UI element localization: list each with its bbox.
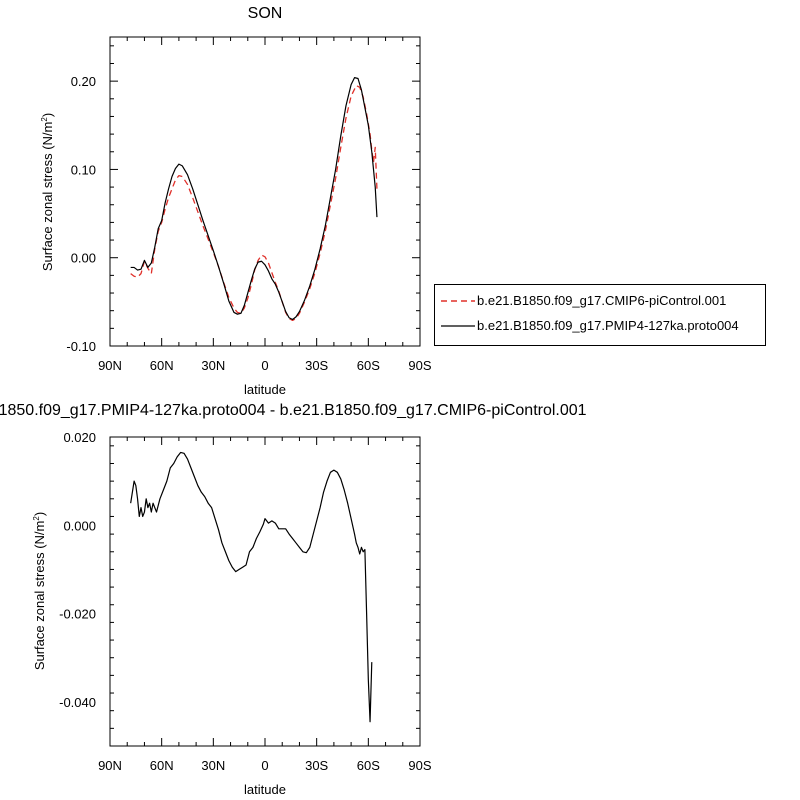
top-x-tick-label: 30S (305, 358, 328, 373)
legend-label-pmip4: b.e21.B1850.f09_g17.PMIP4-127ka.proto004 (477, 318, 739, 333)
top-x-tick-label: 90S (408, 358, 431, 373)
bottom-y-tick-label: -0.040 (59, 695, 96, 710)
bottom-chart: b.e21.B1850.f09_g17.PMIP4-127ka.proto004… (0, 402, 587, 797)
bottom-x-tick-label: 30N (201, 758, 225, 773)
legend-swatch-solid-black (441, 325, 475, 327)
bottom-chart-title: b.e21.B1850.f09_g17.PMIP4-127ka.proto004… (0, 402, 587, 419)
bottom-x-tick-label: 30S (305, 758, 328, 773)
top-x-tick-label: 60S (357, 358, 380, 373)
bottom-x-tick-label: 0 (261, 758, 268, 773)
bottom-x-axis: 90N 60N 30N 0 30S 60S 90S (98, 437, 432, 773)
top-series-lines (130, 77, 378, 322)
top-x-tick-label: 0 (261, 358, 268, 373)
top-x-axis-label: latitude (244, 382, 286, 397)
bottom-x-tick-label: 90N (98, 758, 122, 773)
bottom-x-tick-label: 60N (150, 758, 174, 773)
bottom-y-axis-label: Surface zonal stress (N/m2) (32, 512, 47, 670)
top-y-axis-label: Surface zonal stress (N/m2) (40, 113, 55, 271)
top-chart: SON 90N 60N 30N 0 30S 60S 90S -0.10 0.00 0.10 0.2… (40, 5, 432, 397)
top-x-tick-label: 60N (150, 358, 174, 373)
bottom-x-axis-label: latitude (244, 782, 286, 797)
top-y-axis: -0.10 0.00 0.10 0.20 (66, 45, 420, 354)
legend: b.e21.B1850.f09_g17.CMIP6-piControl.001 … (434, 284, 766, 346)
top-series-line-pmip4 (130, 77, 378, 321)
top-x-tick-label: 30N (201, 358, 225, 373)
top-series-line-picontrol (130, 84, 378, 322)
bottom-y-tick-label: 0.020 (63, 430, 96, 445)
bottom-series-lines (130, 451, 373, 723)
bottom-x-tick-label: 90S (408, 758, 431, 773)
bottom-y-tick-label: -0.020 (59, 607, 96, 622)
top-y-tick-label: 0.20 (71, 74, 96, 89)
legend-label-picontrol: b.e21.B1850.f09_g17.CMIP6-piControl.001 (477, 293, 727, 308)
top-chart-title: SON (248, 5, 283, 22)
top-y-tick-label: 0.10 (71, 162, 96, 177)
legend-swatch-dashed-red (441, 300, 475, 302)
bottom-y-axis: -0.040 -0.020 0.000 0.020 (59, 430, 420, 747)
top-plot-frame (109, 36, 421, 347)
legend-entry-pmip4: b.e21.B1850.f09_g17.PMIP4-127ka.proto004 (441, 316, 761, 336)
bottom-series-line-difference (130, 451, 373, 723)
legend-entry-picontrol: b.e21.B1850.f09_g17.CMIP6-piControl.001 (441, 291, 761, 311)
bottom-y-tick-label: 0.000 (63, 518, 96, 533)
bottom-plot-frame (109, 436, 421, 747)
top-x-tick-label: 90N (98, 358, 122, 373)
bottom-x-tick-label: 60S (357, 758, 380, 773)
top-x-axis: 90N 60N 30N 0 30S 60S 90S (98, 37, 432, 373)
top-y-tick-label: -0.10 (66, 339, 96, 354)
top-y-tick-label: 0.00 (71, 251, 96, 266)
